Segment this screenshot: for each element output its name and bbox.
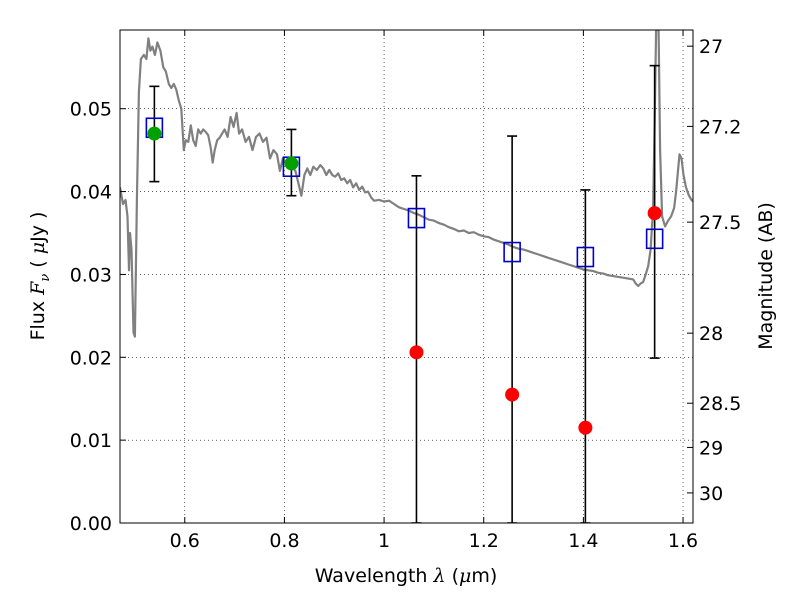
x-tick-label: 1.4 (568, 530, 598, 552)
y2-tick-label: 30 (699, 483, 723, 505)
plot-frame (119, 29, 694, 524)
x-tick-label: 1.2 (469, 530, 499, 552)
x-tick-label: 0.8 (269, 530, 299, 552)
y-tick-label: 0.05 (70, 99, 112, 121)
y2-tick-label: 28 (699, 323, 723, 345)
grid (120, 30, 693, 523)
y-tick-label: 0.01 (70, 430, 112, 452)
y-axis-label: Flux Fν ( μJy ) (27, 212, 53, 341)
y-tick-label: 0.02 (70, 347, 112, 369)
axis-ticks: 0.6 0.8 1 1.2 1.4 1.6 0.00 0.01 0.02 0.03 0.04 0.05… (70, 30, 741, 552)
y-tick-label: 0.00 (70, 513, 112, 535)
y2-tick-label: 27 (699, 36, 723, 58)
y-tick-label: 0.04 (70, 182, 112, 204)
detection-dot (284, 156, 299, 171)
observed-flux-dot (647, 206, 662, 221)
x-axis-label: Wavelength λ (μm) (315, 565, 498, 587)
observed-flux-dot (505, 387, 520, 402)
y2-tick-label: 27.2 (699, 116, 741, 138)
observed-flux-dot (409, 345, 424, 360)
observed-flux-dot (578, 420, 593, 435)
model-flux-square (407, 207, 426, 229)
plot-data (120, 30, 693, 523)
model-flux-square (645, 228, 664, 250)
y2-tick-label: 28.5 (699, 393, 741, 415)
detection-dot (147, 126, 162, 141)
model-flux-square (576, 246, 595, 268)
model-sed-line (120, 30, 693, 338)
x-tick-label: 0.6 (170, 530, 200, 552)
y-tick-label: 0.03 (70, 264, 112, 286)
x-tick-label: 1.6 (668, 530, 698, 552)
x-tick-label: 1 (378, 530, 390, 552)
y2-axis-label: Magnitude (AB) (755, 202, 777, 350)
y2-tick-label: 29 (699, 437, 723, 459)
model-flux-square (503, 241, 521, 263)
y2-tick-label: 27.5 (699, 212, 741, 234)
